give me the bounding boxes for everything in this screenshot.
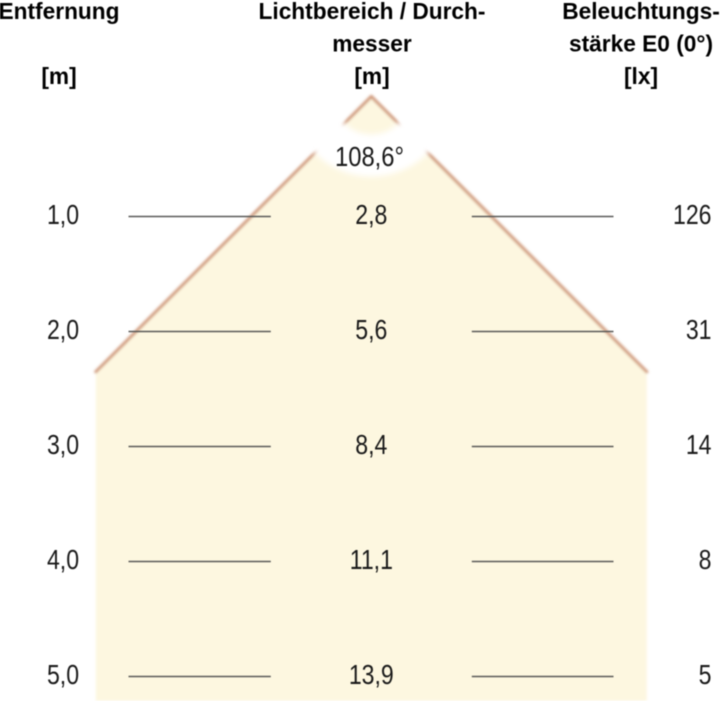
svg-text:[m]: [m] <box>41 63 76 89</box>
svg-text:Beleuchtungs-: Beleuchtungs- <box>562 0 720 24</box>
svg-text:[m]: [m] <box>354 63 389 89</box>
svg-text:8: 8 <box>699 545 712 575</box>
svg-text:1,0: 1,0 <box>47 200 79 230</box>
svg-text:2,8: 2,8 <box>355 200 387 230</box>
svg-text:8,4: 8,4 <box>355 430 387 460</box>
svg-text:13,9: 13,9 <box>349 660 394 690</box>
svg-text:4,0: 4,0 <box>47 545 79 575</box>
svg-text:Entfernung: Entfernung <box>0 0 119 24</box>
svg-text:stärke E0 (0°): stärke E0 (0°) <box>569 31 713 57</box>
svg-text:5,0: 5,0 <box>47 660 79 690</box>
svg-text:14: 14 <box>686 430 712 460</box>
svg-text:Lichtbereich / Durch-: Lichtbereich / Durch- <box>259 0 486 24</box>
svg-text:5,6: 5,6 <box>355 315 387 345</box>
svg-text:31: 31 <box>686 315 712 345</box>
svg-text:11,1: 11,1 <box>350 545 393 575</box>
svg-text:3,0: 3,0 <box>47 430 79 460</box>
svg-text:5: 5 <box>699 660 712 690</box>
svg-text:[lx]: [lx] <box>624 63 658 89</box>
svg-text:108,6°: 108,6° <box>335 142 404 172</box>
svg-text:2,0: 2,0 <box>47 315 79 345</box>
svg-text:messer: messer <box>332 31 412 57</box>
svg-text:126: 126 <box>673 200 712 230</box>
